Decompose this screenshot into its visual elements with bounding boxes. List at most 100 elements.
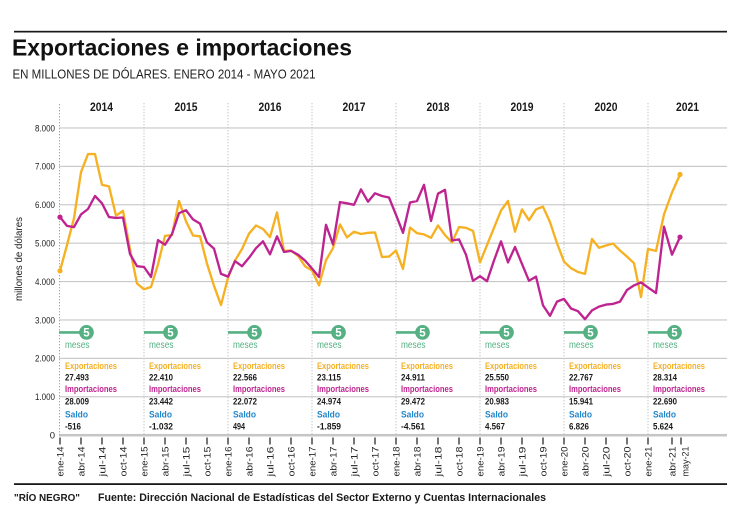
svg-text:EN MILLONES DE DÓLARES. ENERO: EN MILLONES DE DÓLARES. ENERO 2014 - MAY… [13,67,316,82]
svg-text:2017: 2017 [343,102,366,114]
svg-text:24.974: 24.974 [317,397,342,408]
svg-text:5: 5 [419,328,426,340]
svg-text:ene-16: ene-16 [224,447,235,477]
svg-text:Importaciones: Importaciones [569,384,621,395]
svg-text:2014: 2014 [90,102,114,114]
svg-text:oct-20: oct-20 [623,447,634,477]
svg-text:Importaciones: Importaciones [401,384,453,395]
svg-text:Exportaciones: Exportaciones [65,361,117,372]
svg-text:oct-19: oct-19 [539,447,550,477]
svg-text:Importaciones: Importaciones [233,384,285,395]
svg-text:oct-14: oct-14 [119,447,130,477]
svg-text:abr-19: abr-19 [497,447,508,477]
svg-text:494: 494 [233,422,246,433]
svg-text:27.493: 27.493 [65,373,89,384]
svg-text:abr-17: abr-17 [329,447,340,477]
svg-text:Importaciones: Importaciones [485,384,537,395]
svg-text:7.000: 7.000 [35,162,55,173]
svg-text:15.941: 15.941 [569,397,594,408]
svg-text:29.472: 29.472 [401,397,425,408]
svg-text:5: 5 [83,328,90,340]
svg-text:meses: meses [485,340,510,351]
svg-text:22.767: 22.767 [569,373,593,384]
svg-text:22.566: 22.566 [233,373,257,384]
svg-text:24.911: 24.911 [401,373,426,384]
svg-text:Saldo: Saldo [233,410,256,421]
svg-text:Exportaciones: Exportaciones [401,361,453,372]
svg-text:2020: 2020 [595,102,618,114]
svg-text:meses: meses [65,340,90,351]
svg-text:Exportaciones: Exportaciones [149,361,201,372]
svg-text:jul-16: jul-16 [266,447,277,478]
svg-text:22.072: 22.072 [233,397,257,408]
svg-text:5.000: 5.000 [35,239,55,250]
svg-text:jul-20: jul-20 [602,447,613,478]
svg-text:Saldo: Saldo [653,410,676,421]
svg-text:Exportaciones: Exportaciones [569,361,621,372]
svg-text:ene-18: ene-18 [392,447,403,477]
svg-text:Fuente: Dirección Nacional de: Fuente: Dirección Nacional de Estadístic… [98,492,546,504]
svg-text:2021: 2021 [676,102,700,114]
svg-text:-1.859: -1.859 [317,422,341,433]
svg-text:23.442: 23.442 [149,397,173,408]
svg-text:ene-17: ene-17 [308,447,319,477]
svg-text:jul-17: jul-17 [350,447,361,478]
svg-text:Exportaciones: Exportaciones [653,361,705,372]
svg-text:may-21: may-21 [681,447,692,477]
svg-text:abr-21: abr-21 [668,447,679,477]
svg-text:8.000: 8.000 [35,123,55,134]
svg-text:ene-14: ene-14 [56,447,67,477]
svg-text:22.410: 22.410 [149,373,173,384]
svg-text:abr-20: abr-20 [581,447,592,477]
svg-text:Saldo: Saldo [65,410,88,421]
svg-text:"RÍO NEGRO": "RÍO NEGRO" [14,491,80,504]
svg-text:5: 5 [167,328,174,340]
svg-text:meses: meses [233,340,258,351]
svg-text:5: 5 [587,328,594,340]
svg-text:20.983: 20.983 [485,397,509,408]
svg-text:Exportaciones: Exportaciones [485,361,537,372]
svg-text:ene-19: ene-19 [476,447,487,477]
svg-text:28.314: 28.314 [653,373,678,384]
svg-text:Exportaciones: Exportaciones [317,361,369,372]
svg-text:ene-20: ene-20 [560,447,571,477]
svg-text:25.550: 25.550 [485,373,509,384]
svg-text:meses: meses [653,340,678,351]
svg-text:-4.561: -4.561 [401,422,426,433]
svg-text:5.624: 5.624 [653,422,674,433]
svg-text:millones de dólares: millones de dólares [14,217,25,301]
svg-text:meses: meses [401,340,426,351]
svg-text:3.000: 3.000 [35,315,55,326]
svg-text:0: 0 [50,431,55,442]
svg-text:22.690: 22.690 [653,397,677,408]
svg-text:-516: -516 [65,422,81,433]
svg-text:jul-14: jul-14 [98,447,109,478]
svg-text:4.000: 4.000 [35,277,55,288]
svg-text:abr-14: abr-14 [77,447,88,477]
svg-text:oct-17: oct-17 [371,447,382,477]
svg-text:meses: meses [317,340,342,351]
svg-text:meses: meses [149,340,174,351]
svg-text:oct-18: oct-18 [455,447,466,477]
svg-text:5: 5 [251,328,258,340]
svg-text:1.000: 1.000 [35,392,55,403]
svg-text:oct-16: oct-16 [287,447,298,477]
svg-text:23.115: 23.115 [317,373,342,384]
svg-text:ene-15: ene-15 [140,447,151,477]
svg-text:abr-16: abr-16 [245,447,256,477]
svg-text:Saldo: Saldo [149,410,172,421]
svg-text:Importaciones: Importaciones [317,384,369,395]
svg-text:Importaciones: Importaciones [65,384,117,395]
svg-text:ene-21: ene-21 [644,447,655,477]
svg-text:2018: 2018 [427,102,451,114]
svg-text:abr-15: abr-15 [161,447,172,477]
svg-text:Exportaciones e importaciones: Exportaciones e importaciones [12,35,352,61]
svg-text:oct-15: oct-15 [203,447,214,477]
svg-text:jul-15: jul-15 [182,447,193,478]
svg-text:6.000: 6.000 [35,200,55,211]
svg-text:5: 5 [671,328,678,340]
svg-text:28.009: 28.009 [65,397,89,408]
svg-text:Saldo: Saldo [401,410,424,421]
svg-text:4.567: 4.567 [485,422,505,433]
svg-text:Saldo: Saldo [317,410,340,421]
